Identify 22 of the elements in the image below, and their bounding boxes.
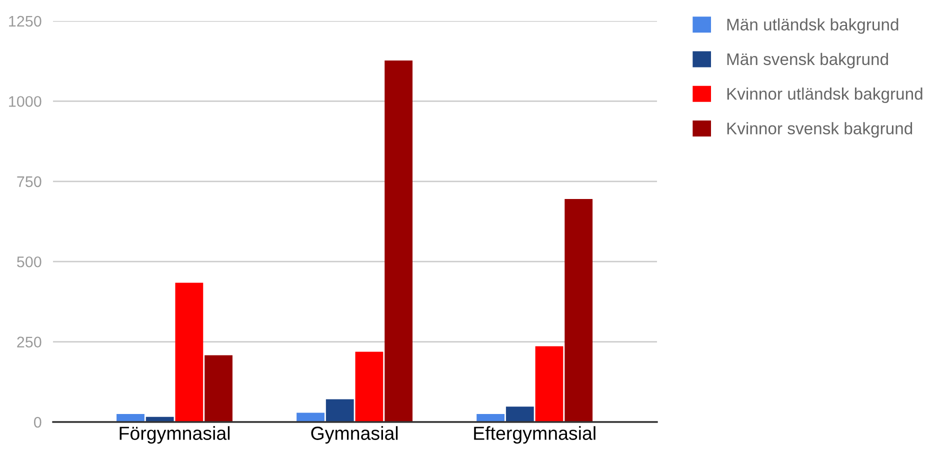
x-tick-label: Förgymnasial: [120, 426, 230, 444]
bar: [204, 355, 232, 422]
y-tick-label: 0: [34, 416, 42, 428]
legend-label: Män svensk bakgrund: [727, 52, 888, 68]
legend-label: Kvinnor utländsk bakgrund: [727, 88, 922, 104]
y-tick-label: 250: [17, 336, 42, 348]
y-tick-label: 750: [17, 176, 42, 188]
x-tick-label: Gymnasial: [311, 426, 398, 444]
bar: [506, 406, 534, 422]
y-tick-label: 1250: [9, 16, 42, 27]
bar: [175, 282, 204, 422]
y-tick-label: 1000: [9, 96, 42, 107]
legend-label: Män utländsk bakgrund: [727, 18, 898, 34]
bar: [296, 412, 324, 422]
bar: [564, 199, 593, 422]
bar: [355, 352, 384, 422]
bar: [326, 399, 354, 422]
legend-label: Kvinnor svensk bakgrund: [727, 122, 912, 138]
x-tick-label: Eftergymnasial: [474, 426, 596, 444]
bar: [384, 60, 413, 422]
bar: [535, 346, 564, 422]
y-tick-label: 500: [17, 256, 42, 268]
